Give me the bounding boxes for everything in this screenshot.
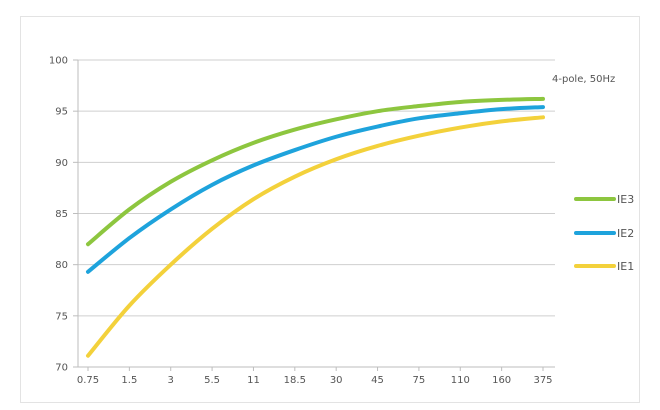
x-tick-label: 3 (168, 375, 174, 386)
y-tick-label: 100 (49, 56, 68, 67)
x-tick-label: 0.75 (77, 375, 99, 386)
x-tick-label: 75 (413, 375, 426, 386)
series-line-ie2 (86, 105, 545, 274)
y-tick-label: 90 (55, 158, 68, 169)
x-tick-label: 110 (451, 375, 470, 386)
x-tick-label: 18.5 (284, 375, 306, 386)
legend: IE3 IE2 IE1 (574, 193, 634, 273)
x-tick-label: 5.5 (204, 375, 220, 386)
series-line-ie1 (86, 115, 545, 358)
y-tick-label: 95 (55, 107, 68, 118)
x-tick-label: 11 (247, 375, 260, 386)
x-tick-label: 45 (371, 375, 384, 386)
legend-label-ie3: IE3 (617, 193, 634, 206)
y-tick-label: 70 (55, 363, 68, 374)
x-tick-label: 1.5 (121, 375, 137, 386)
series-lines (86, 96, 545, 358)
y-tick-label: 80 (55, 260, 68, 271)
x-axis: 0.75 1.5 3 5.5 11 18.5 30 45 75 110 160 375 (77, 367, 553, 386)
annotation-label: 4-pole, 50Hz (552, 74, 615, 85)
y-tick-label: 85 (55, 209, 68, 220)
legend-label-ie2: IE2 (617, 227, 634, 240)
legend-label-ie1: IE1 (617, 260, 634, 273)
x-tick-label: 30 (330, 375, 343, 386)
y-tick-label: 75 (55, 311, 68, 322)
chart-frame (20, 16, 640, 403)
y-axis: 100 95 90 85 80 75 70 (49, 56, 79, 374)
x-tick-label: 160 (492, 375, 511, 386)
grid-lines (78, 59, 555, 368)
x-tick-label: 375 (533, 375, 552, 386)
series-line-ie3 (86, 96, 545, 247)
